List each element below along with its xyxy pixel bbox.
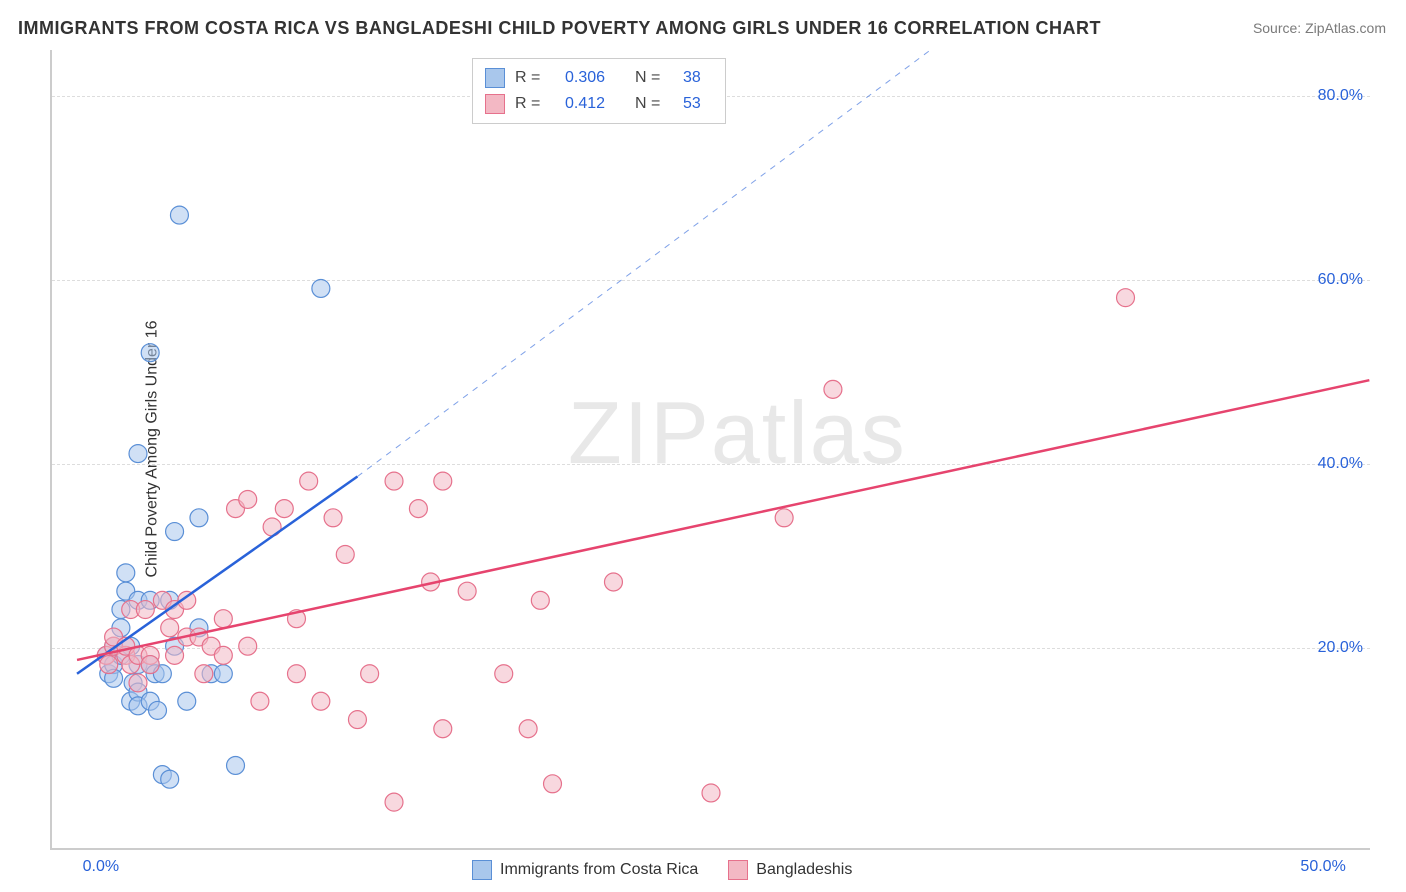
data-point [178,692,196,710]
data-point [409,500,427,518]
legend-label: Bangladeshis [756,861,852,879]
legend-row: R = 0.412 N = 53 [485,91,713,117]
data-point [324,509,342,527]
scatter-plot-svg [52,50,1370,848]
chart-plot-area: Child Poverty Among Girls Under 16 ZIPat… [50,50,1370,850]
data-point [312,280,330,298]
data-point [458,582,476,600]
data-point [300,472,318,490]
legend-r-label: R = [515,69,555,87]
data-point [239,490,257,508]
correlation-legend: R = 0.306 N = 38 R = 0.412 N = 53 [472,58,726,124]
legend-swatch [472,860,492,880]
legend-row: R = 0.306 N = 38 [485,65,713,91]
source-attribution: Source: ZipAtlas.com [1253,20,1386,36]
data-point [531,591,549,609]
data-point [336,546,354,564]
data-point [385,472,403,490]
data-point [214,665,232,683]
data-point [604,573,622,591]
legend-n-value: 53 [683,95,713,113]
data-point [166,523,184,541]
legend-r-label: R = [515,95,555,113]
data-point [149,701,167,719]
data-point [251,692,269,710]
chart-title: IMMIGRANTS FROM COSTA RICA VS BANGLADESH… [18,18,1101,39]
legend-item: Immigrants from Costa Rica [472,860,698,880]
series-legend: Immigrants from Costa Rica Bangladeshis [472,860,852,880]
data-point [227,756,245,774]
legend-swatch [728,860,748,880]
x-tick-label: 50.0% [1300,858,1345,876]
data-point [312,692,330,710]
data-point [129,674,147,692]
data-point [195,665,213,683]
data-point [190,509,208,527]
data-point [775,509,793,527]
legend-swatch [485,68,505,88]
data-point [141,344,159,362]
data-point [100,656,118,674]
data-point [239,637,257,655]
legend-label: Immigrants from Costa Rica [500,861,698,879]
legend-n-value: 38 [683,69,713,87]
data-point [495,665,513,683]
x-tick-label: 0.0% [83,858,119,876]
data-point [385,793,403,811]
data-point [136,601,154,619]
data-point [434,472,452,490]
data-point [348,711,366,729]
data-point [214,646,232,664]
data-point [275,500,293,518]
data-point [361,665,379,683]
legend-swatch [485,94,505,114]
data-point [288,665,306,683]
data-point [170,206,188,224]
legend-r-value: 0.412 [565,95,625,113]
source-value: ZipAtlas.com [1305,20,1386,36]
data-point [434,720,452,738]
data-point [824,380,842,398]
legend-r-value: 0.306 [565,69,625,87]
data-point [141,656,159,674]
data-point [161,619,179,637]
data-point [1117,289,1135,307]
data-point [519,720,537,738]
legend-n-label: N = [635,69,673,87]
data-point [702,784,720,802]
data-point [166,646,184,664]
data-point [129,445,147,463]
legend-item: Bangladeshis [728,860,852,880]
source-label: Source: [1253,20,1305,36]
data-point [161,770,179,788]
data-point [544,775,562,793]
data-point [214,610,232,628]
data-point [117,564,135,582]
legend-n-label: N = [635,95,673,113]
